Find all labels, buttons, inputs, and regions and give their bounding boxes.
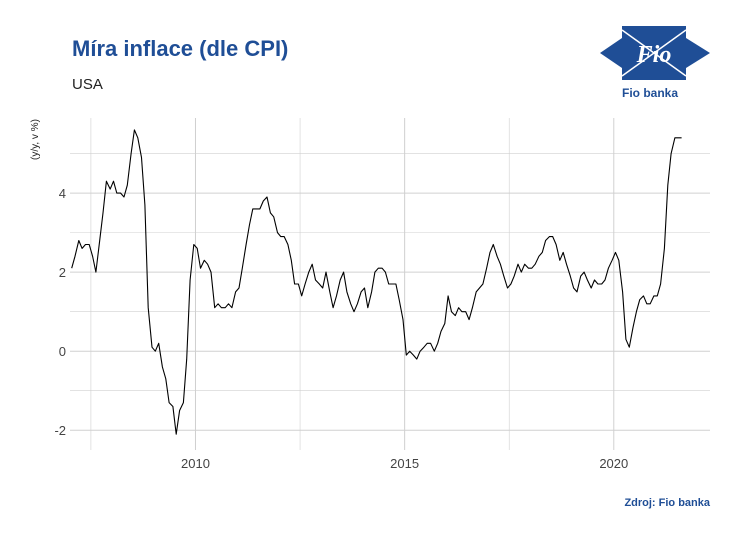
logo-brand-text: Fio banka	[622, 86, 679, 100]
y-tick-label: 4	[59, 186, 66, 201]
y-tick-label: 2	[59, 265, 66, 280]
logo-mark-text: Fio	[636, 42, 672, 68]
x-tick-label: 2020	[599, 456, 628, 471]
fio-banka-logo: Fio	[600, 26, 710, 80]
x-tick-label: 2015	[390, 456, 419, 471]
x-tick-label: 2010	[181, 456, 210, 471]
series-line	[71, 129, 682, 435]
chart-subtitle: USA	[72, 76, 103, 93]
source-note: Zdroj: Fio banka	[624, 497, 710, 509]
chart-title: Míra inflace (dle CPI)	[72, 36, 289, 61]
y-tick-label: 0	[59, 344, 66, 359]
y-tick-label: -2	[54, 423, 66, 438]
